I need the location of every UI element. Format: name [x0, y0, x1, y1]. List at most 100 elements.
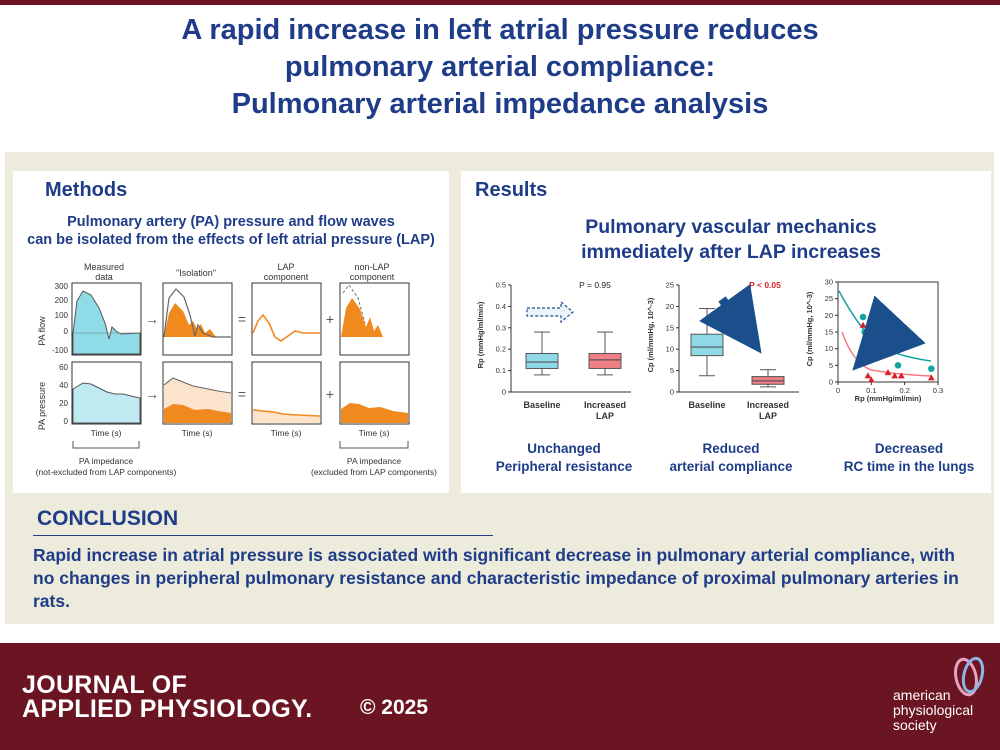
impedance-right-1: PA impedance — [347, 456, 401, 466]
ylabel-flow: PA flow — [37, 316, 47, 346]
aps-line-3: society — [893, 717, 937, 733]
c2-tick-label: 5 — [670, 366, 674, 375]
flow-wave-nonlap-dash — [342, 284, 366, 324]
pressure-tick-20: 20 — [59, 399, 68, 408]
c1-tick-label: 0.3 — [496, 323, 506, 332]
conclusion-heading: CONCLUSION — [37, 507, 179, 530]
pressure-panel-measured — [71, 361, 142, 425]
chart-cp-cat2-1: Increased — [747, 400, 789, 410]
chart-cp-pvalue: P < 0.05 — [749, 280, 781, 290]
xlabel-isolation: Time (s) — [182, 428, 213, 438]
flow-wave-lap — [252, 313, 320, 342]
title-line-2: pulmonary arterial compliance: — [284, 51, 716, 83]
pressure-panel-isolation — [162, 361, 233, 425]
impedance-right-2: (excluded from LAP components) — [311, 467, 437, 477]
impedance-left-2: (not-excluded from LAP components) — [36, 467, 177, 477]
op-arrow-flow: → — [145, 311, 159, 327]
xlabel-lap: Time (s) — [271, 428, 302, 438]
c3-xtick-label: 0.2 — [899, 386, 909, 395]
chart-scatter-axes — [835, 281, 939, 385]
footer: JOURNAL OF APPLIED PHYSIOLOGY. © 2025 am… — [0, 643, 1000, 750]
col-nonlap-1: non-LAP — [354, 262, 389, 272]
c1-tick-label: 0 — [502, 388, 506, 397]
aps-line-2: physiological — [893, 702, 974, 718]
scatter-point-increased — [884, 369, 892, 376]
caption-1-line2: Peripheral resistance — [496, 459, 633, 474]
c3-xtick-label: 0.1 — [866, 386, 876, 395]
conclusion-rule — [33, 535, 493, 536]
results-subtitle-1: Pulmonary vascular mechanics — [585, 216, 877, 238]
chart-cp-axes — [676, 284, 799, 393]
c2-tick-label: 15 — [666, 323, 674, 332]
methods-subtitle-2: can be isolated from the effects of left… — [27, 232, 435, 248]
scatter-point-increased — [891, 372, 899, 379]
col-measured-1: Measured — [84, 262, 124, 272]
results-subtitle: Pulmonary vascular mechanics immediately… — [471, 215, 991, 265]
chart-rp-ticks: 0 0.1 0.2 0.3 0.4 0.5 — [496, 281, 506, 397]
scatter-point-baseline — [894, 362, 902, 369]
scatter-point-baseline — [884, 346, 892, 353]
pressure-panel-lap — [251, 361, 322, 425]
pressure-tick-60: 60 — [59, 363, 68, 372]
op-equals-flow: = — [238, 311, 246, 327]
flow-wave-isolation-line — [163, 288, 231, 338]
col-measured-2: data — [95, 272, 113, 282]
journal-logo: JOURNAL OF APPLIED PHYSIOLOGY. — [22, 673, 312, 722]
page-title: A rapid increase in left atrial pressure… — [0, 12, 1000, 123]
flow-tick-300: 300 — [55, 282, 69, 291]
pressure-panel-nonlap — [339, 361, 410, 425]
pressure-tick-40: 40 — [59, 381, 68, 390]
flow-panel-lap — [251, 282, 322, 356]
copyright: © 2025 — [360, 696, 429, 719]
c3-ytick-label: 15 — [825, 328, 833, 337]
pressure-wave-measured — [72, 382, 141, 424]
c3-ytick-label: 0 — [829, 378, 833, 387]
top-bar — [0, 0, 1000, 5]
scatter-point-baseline — [928, 365, 935, 372]
caption-3-line2: RC time in the lungs — [844, 459, 975, 474]
c3-ytick-label: 20 — [825, 311, 833, 320]
scatter-point-baseline — [861, 328, 868, 336]
flow-wave-nonlap-fill — [341, 298, 383, 337]
decrease-arrow — [699, 284, 762, 354]
aps-line-1: american — [893, 687, 951, 703]
chart-scatter: 0 5 10 15 20 25 30 0 0.1 0.2 0.3 Cp (ml/mmHg, 10^-… — [805, 278, 943, 404]
methods-heading: Methods — [45, 179, 128, 201]
dashed-arrow — [526, 300, 574, 324]
c3-xtick-label: 0.3 — [933, 386, 943, 395]
xlabel-measured: Time (s) — [91, 428, 122, 438]
c3-ytick-label: 25 — [825, 294, 833, 303]
chart-scatter-xlabel: Rp (mmHg/ml/min) — [855, 394, 922, 403]
c1-box-baseline — [525, 352, 559, 369]
chart-rp-ylabel: Rp (mmHg/ml/min) — [476, 301, 485, 368]
results-heading: Results — [475, 179, 548, 201]
col-lap-2: component — [264, 272, 309, 282]
chart-scatter-ticks: 0 5 10 15 20 25 30 0 0.1 0.2 0.3 — [825, 278, 944, 396]
chart-cp-cat1: Baseline — [688, 400, 725, 410]
title-line-1: A rapid increase in left atrial pressure… — [181, 14, 819, 46]
flow-wave-measured — [72, 290, 141, 355]
pressure-wave-lap-bg — [253, 410, 320, 423]
scatter-decrease-arrow — [852, 295, 926, 371]
c3-ytick-label: 10 — [825, 344, 833, 353]
methods-diagram: Measured data "Isolation" LAP component … — [36, 262, 437, 477]
pressure-tick-0: 0 — [64, 417, 69, 426]
flow-panel-measured — [71, 282, 142, 356]
aps-logo-icon — [954, 656, 985, 697]
flow-panel-nonlap — [339, 282, 410, 356]
methods-subtitle: Pulmonary artery (PA) pressure and flow … — [13, 213, 449, 249]
chart-cp-ticks: 0 5 10 15 20 25 — [666, 281, 674, 397]
methods-panel: Methods Pulmonary artery (PA) pressure a… — [13, 171, 449, 493]
ylabel-pressure: PA pressure — [37, 382, 47, 430]
op-plus-flow: + — [326, 311, 334, 327]
impedance-left-bracket — [72, 441, 140, 449]
pressure-wave-isolation-fill — [164, 404, 231, 423]
caption-3-line1: Decreased — [875, 441, 943, 456]
scatter-point-baseline — [859, 313, 867, 321]
col-nonlap-2: component — [350, 272, 395, 282]
c2-tick-label: 25 — [666, 281, 674, 290]
chart-rp-pvalue: P = 0.95 — [579, 280, 611, 290]
c2-box-baseline — [690, 333, 724, 357]
c2-tick-label: 20 — [666, 302, 674, 311]
